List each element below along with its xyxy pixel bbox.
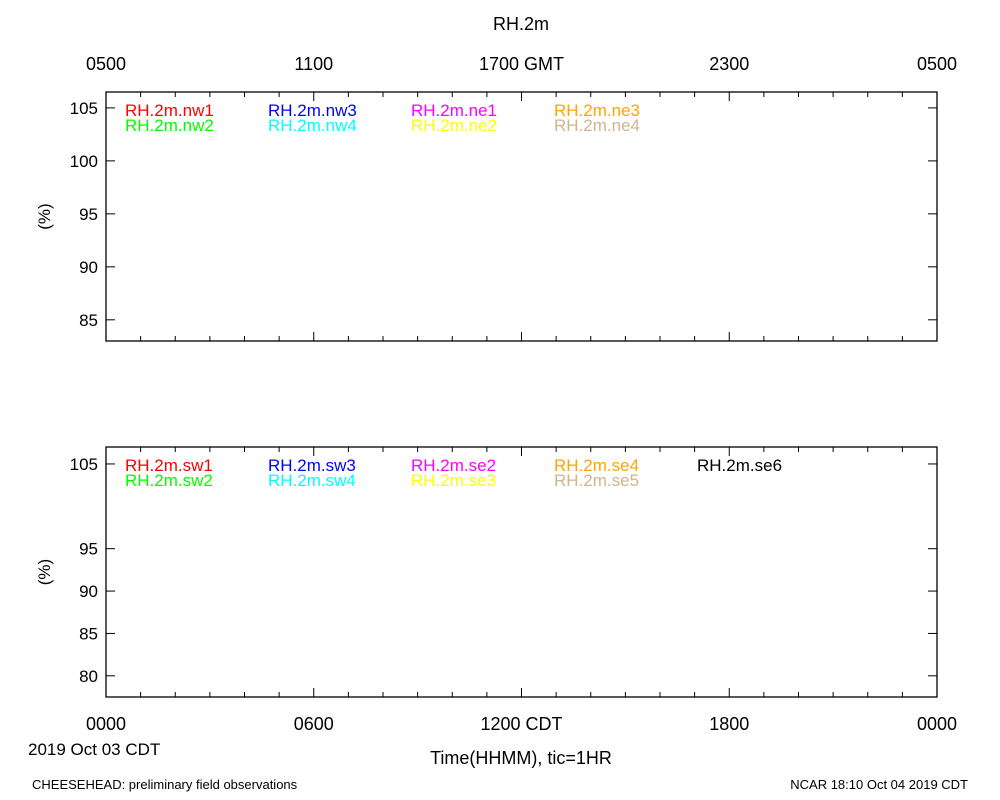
- legend-RH.2m.se5: RH.2m.se5: [554, 471, 639, 490]
- legend-RH.2m.sw1: RH.2m.sw1: [125, 456, 213, 475]
- legend-RH.2m.se3: RH.2m.se3: [411, 471, 496, 490]
- legend-RH.2m.nw2: RH.2m.nw2: [125, 116, 214, 135]
- top-y-tick-label: 90: [79, 258, 98, 277]
- legend-RH.2m.nw1: RH.2m.nw1: [125, 101, 214, 120]
- date-label: 2019 Oct 03 CDT: [28, 740, 160, 759]
- bottom-y-tick-label: 85: [79, 624, 98, 643]
- top-x-tick-label: 1100: [294, 54, 333, 74]
- bottom-y-tick-label: 105: [70, 455, 98, 474]
- legend-RH.2m.nw4: RH.2m.nw4: [268, 116, 357, 135]
- top-panel: 85 90 95 100 105 (%) 0500 1100 1700 GMT 2300 0500 R…: [35, 54, 957, 342]
- bottom-y-tick-label: 95: [79, 540, 98, 559]
- legend-RH.2m.se2: RH.2m.se2: [411, 456, 496, 475]
- top-y-tick-label: 100: [70, 152, 98, 171]
- bottom-y-tick-label: 80: [79, 667, 98, 686]
- top-x-tick-label: 0500: [86, 54, 126, 74]
- top-x-tick-label: 0500: [917, 54, 957, 74]
- bottom-x-tick-label: 1800: [709, 714, 749, 734]
- top-y-tick-label: 95: [79, 205, 98, 224]
- legend-RH.2m.sw2: RH.2m.sw2: [125, 471, 213, 490]
- bottom-x-tick-label: 0600: [294, 714, 334, 734]
- bottom-y-axis-label: (%): [35, 559, 54, 585]
- legend-RH.2m.ne4: RH.2m.ne4: [554, 116, 640, 135]
- top-y-tick-label: 85: [79, 311, 98, 330]
- bottom-x-tick-label: 1200 CDT: [480, 714, 562, 734]
- bottom-x-tick-label: 0000: [86, 714, 126, 734]
- top-y-tick-label: 105: [70, 99, 98, 118]
- legend-RH.2m.se4: RH.2m.se4: [554, 456, 639, 475]
- top-x-tick-label: 1700 GMT: [479, 54, 564, 74]
- footer-left: CHEESEHEAD: preliminary field observatio…: [32, 777, 298, 792]
- legend-RH.2m.sw4: RH.2m.sw4: [268, 471, 356, 490]
- footer-right: NCAR 18:10 Oct 04 2019 CDT: [790, 777, 968, 792]
- legend-RH.2m.ne3: RH.2m.ne3: [554, 101, 640, 120]
- legend-RH.2m.ne2: RH.2m.ne2: [411, 116, 497, 135]
- bottom-y-tick-label: 90: [79, 582, 98, 601]
- legend-RH.2m.se6: RH.2m.se6: [697, 456, 782, 475]
- figure-title: RH.2m: [493, 14, 549, 34]
- top-x-tick-label: 2300: [709, 54, 749, 74]
- legend-RH.2m.ne1: RH.2m.ne1: [411, 101, 497, 120]
- legend-RH.2m.nw3: RH.2m.nw3: [268, 101, 357, 120]
- bottom-x-tick-label: 0000: [917, 714, 957, 734]
- legend-RH.2m.sw3: RH.2m.sw3: [268, 456, 356, 475]
- top-y-axis-label: (%): [35, 203, 54, 229]
- x-axis-label: Time(HHMM), tic=1HR: [430, 748, 612, 768]
- bottom-panel: 80 85 90 95 105 (%) 0000 0600 1200 CDT 1800 0000 Ti…: [35, 446, 957, 768]
